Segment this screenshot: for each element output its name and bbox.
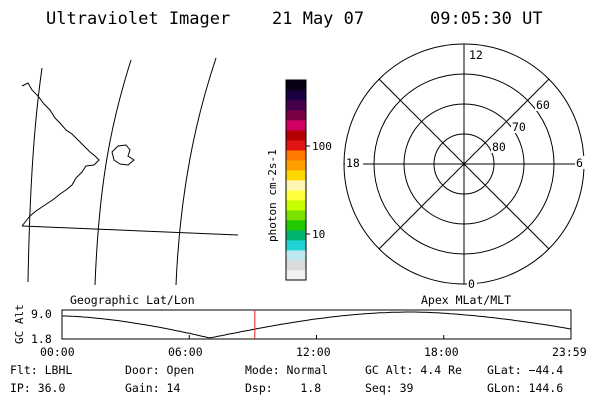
gc-altitude-readout: GC Alt: 4.4 Re: [365, 363, 462, 377]
color-scale-band: [286, 120, 306, 131]
color-scale-band: [286, 190, 306, 201]
mlt-label-dawn: 6: [576, 156, 583, 170]
time-tick-label: 23:59: [552, 345, 587, 359]
color-scale-tick-label: 10: [312, 228, 325, 241]
altitude-axis-label: GC Alt: [13, 304, 26, 344]
color-scale-band: [286, 150, 306, 161]
polar-labels: 12 0 18 6 60 70 80: [345, 48, 585, 291]
mlt-label-noon: 12: [469, 48, 483, 62]
altitude-curve: [62, 311, 572, 339]
color-scale-band: [286, 260, 306, 271]
longitude-line: [27, 67, 43, 283]
color-scale-band: [286, 90, 306, 101]
apex-mlat-mlt-label: Apex MLat/MLT: [421, 293, 511, 307]
geographic-map: [21, 57, 239, 286]
color-scale-band: [286, 230, 306, 241]
dsp-readout: Dsp: 1.8: [245, 381, 321, 395]
time-readout: 09:05:30 UT: [430, 9, 543, 29]
color-scale-tick-label: 100: [312, 140, 332, 153]
filter-readout: Flt: LBHL: [10, 363, 72, 377]
geographic-longitude-readout: GLon: 144.6: [487, 381, 563, 395]
coastline: [21, 82, 100, 227]
longitude-line: [175, 57, 217, 286]
status-panel: Flt: LBHL Door: Open Mode: Normal GC Alt…: [10, 363, 563, 395]
color-scale-bands: [286, 80, 306, 281]
color-scale: 100 10 photon cm-2s-1: [266, 79, 332, 281]
time-axis-ticks: [61, 335, 572, 339]
mlat-label-80: 80: [492, 140, 506, 154]
date-readout: 21 May 07: [272, 9, 364, 29]
mlat-label-60: 60: [536, 98, 550, 112]
latitude-line: [21, 225, 239, 236]
time-tick-label: 00:00: [40, 345, 75, 359]
altitude-tick-label: 1.8: [31, 332, 52, 346]
sequence-readout: Seq: 39: [365, 381, 414, 395]
color-scale-band: [286, 100, 306, 111]
geographic-latitude-readout: GLat: −44.4: [487, 363, 563, 377]
polar-mlat-mlt-plot: [343, 43, 585, 285]
mode-readout: Mode: Normal: [245, 363, 328, 377]
color-scale-frame: [285, 79, 307, 281]
color-scale-band: [286, 240, 306, 251]
time-tick-label: 12:00: [296, 345, 331, 359]
color-scale-unit-label: photon cm-2s-1: [266, 149, 279, 242]
color-scale-band: [286, 110, 306, 121]
longitude-line: [94, 59, 132, 286]
island-outline: [111, 144, 135, 166]
altitude-tick-label: 9.0: [31, 307, 52, 321]
altitude-plot: Geographic Lat/Lon Apex MLat/MLT GC Alt …: [13, 293, 587, 359]
mlt-label-dusk: 18: [346, 156, 360, 170]
mlt-label-midnight: 0: [468, 277, 475, 291]
color-scale-band: [286, 210, 306, 221]
instrument-title: Ultraviolet Imager: [46, 9, 230, 29]
door-readout: Door: Open: [125, 363, 194, 377]
color-scale-band: [286, 170, 306, 181]
ip-readout: IP: 36.0: [10, 381, 65, 395]
color-scale-band: [286, 180, 306, 191]
color-scale-band: [286, 160, 306, 171]
color-scale-band: [286, 270, 306, 281]
color-scale-band: [286, 140, 306, 151]
time-tick-label: 18:00: [424, 345, 459, 359]
altitude-plot-frame: [61, 309, 572, 340]
color-scale-band: [286, 250, 306, 261]
mlat-label-70: 70: [512, 120, 526, 134]
time-tick-label: 06:00: [168, 345, 203, 359]
color-scale-band: [286, 80, 306, 91]
color-scale-band: [286, 220, 306, 231]
geographic-latlon-label: Geographic Lat/Lon: [70, 293, 195, 307]
mlt-diagonal: [378, 78, 550, 250]
color-scale-band: [286, 200, 306, 211]
gain-readout: Gain: 14: [125, 381, 180, 395]
color-scale-band: [286, 130, 306, 141]
